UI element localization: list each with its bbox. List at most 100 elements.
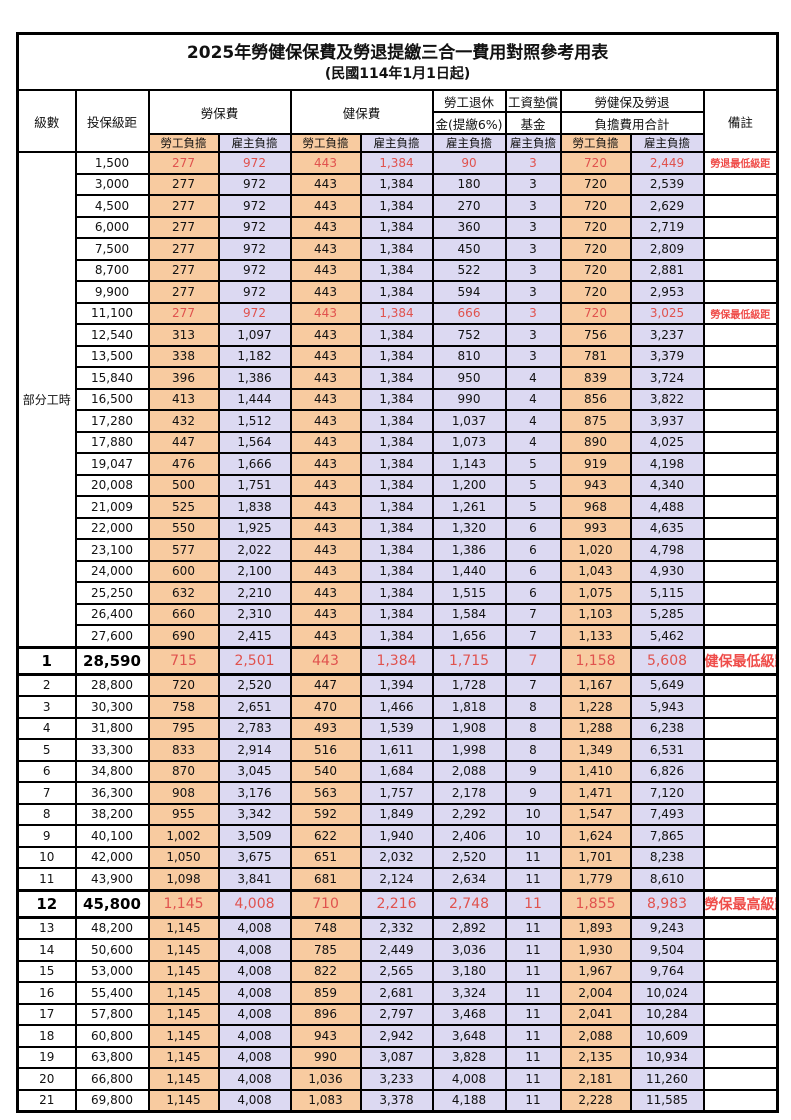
total-er-cell: 8,983 xyxy=(630,888,705,919)
remark-cell: 健保最低級距 xyxy=(702,645,779,676)
labor-er-cell: 2,501 xyxy=(218,645,292,676)
pension-er-cell: 1,037 xyxy=(431,409,507,433)
table-row: 15 53,000 1,145 4,008 822 2,565 3,180 11 1,967 9,… xyxy=(16,959,779,983)
labor-emp-cell: 277 xyxy=(147,151,220,175)
bracket-cell: 66,800 xyxy=(74,1067,150,1091)
fund-er-cell: 4 xyxy=(504,366,562,390)
health-er-cell: 1,384 xyxy=(360,172,434,196)
level-cell: 21 xyxy=(16,1088,77,1113)
labor-er-cell: 972 xyxy=(218,280,292,304)
health-emp-cell: 443 xyxy=(289,258,362,282)
table-row: 11,100 277 972 443 1,384 666 3 720 3,025 勞保最低級距 xyxy=(18,301,779,325)
health-emp-cell: 943 xyxy=(289,1024,362,1048)
labor-emp-cell: 600 xyxy=(147,559,220,583)
level-cell: 7 xyxy=(16,781,77,805)
health-er-cell: 1,384 xyxy=(360,538,434,562)
table-row: 22,000 550 1,925 443 1,384 1,320 6 993 4,635 xyxy=(18,516,779,540)
health-emp-cell: 443 xyxy=(289,602,362,626)
total-er-cell: 10,024 xyxy=(630,981,705,1005)
total-emp-cell: 720 xyxy=(559,172,632,196)
total-emp-cell: 1,547 xyxy=(559,802,632,826)
remark-cell xyxy=(702,366,779,390)
total-emp-cell: 875 xyxy=(559,409,632,433)
table-row: 7 36,300 908 3,176 563 1,757 2,178 9 1,471 7,120 xyxy=(16,781,779,805)
pension-er-cell: 990 xyxy=(431,387,507,411)
labor-emp-cell: 550 xyxy=(147,516,220,540)
remark-cell xyxy=(702,738,779,762)
health-emp-cell: 622 xyxy=(289,824,362,848)
health-er-cell: 1,384 xyxy=(360,280,434,304)
table-row: 27,600 690 2,415 443 1,384 1,656 7 1,133 5,462 xyxy=(18,624,779,648)
labor-er-cell: 1,097 xyxy=(218,323,292,347)
bracket-cell: 69,800 xyxy=(74,1088,150,1113)
labor-emp-cell: 1,145 xyxy=(147,916,220,940)
level-cell: 3 xyxy=(16,695,77,719)
table-row: 25,250 632 2,210 443 1,384 1,515 6 1,075 5,115 xyxy=(18,581,779,605)
health-emp-cell: 443 xyxy=(289,559,362,583)
health-er-cell: 1,466 xyxy=(360,695,434,719)
bracket-cell: 13,500 xyxy=(74,344,150,368)
bracket-cell: 28,590 xyxy=(74,645,150,676)
total-er-cell: 5,943 xyxy=(630,695,705,719)
remark-cell: 勞保最低級距 xyxy=(702,301,779,325)
table-row: 8,700 277 972 443 1,384 522 3 720 2,881 xyxy=(18,258,779,282)
table-row: 17,280 432 1,512 443 1,384 1,037 4 875 3,937 xyxy=(18,409,779,433)
remark-cell xyxy=(702,452,779,476)
table-row: 16,500 413 1,444 443 1,384 990 4 856 3,822 xyxy=(18,387,779,411)
total-emp-cell: 720 xyxy=(559,151,632,175)
pension-er-cell: 594 xyxy=(431,280,507,304)
pension-er-cell: 1,656 xyxy=(431,624,507,648)
labor-er-cell: 4,008 xyxy=(218,916,292,940)
remark-cell xyxy=(702,215,779,239)
total-er-cell: 6,826 xyxy=(630,759,705,783)
health-er-cell: 2,332 xyxy=(360,916,434,940)
labor-emp-cell: 1,145 xyxy=(147,1088,220,1113)
page-title: 2025年勞健保保費及勞退提繳三合一費用對照參考用表 xyxy=(186,42,609,63)
labor-emp-cell: 476 xyxy=(147,452,220,476)
total-er-cell: 9,764 xyxy=(630,959,705,983)
fund-er-cell: 11 xyxy=(504,959,562,983)
total-er-cell: 2,629 xyxy=(630,194,705,218)
fund-er-cell: 6 xyxy=(504,516,562,540)
bracket-cell: 43,900 xyxy=(74,867,150,891)
labor-er-cell: 972 xyxy=(218,301,292,325)
health-er-cell: 1,384 xyxy=(360,581,434,605)
total-er-cell: 7,493 xyxy=(630,802,705,826)
total-er-cell: 9,504 xyxy=(630,938,705,962)
table-row: 9 40,100 1,002 3,509 622 1,940 2,406 10 1,624 7,8… xyxy=(16,824,779,848)
labor-emp-cell: 432 xyxy=(147,409,220,433)
total-emp-cell: 2,228 xyxy=(559,1088,632,1113)
labor-er-cell: 2,100 xyxy=(218,559,292,583)
total-emp-cell: 1,893 xyxy=(559,916,632,940)
labor-emp-cell: 833 xyxy=(147,738,220,762)
health-emp-cell: 443 xyxy=(289,151,362,175)
health-er-cell: 2,032 xyxy=(360,845,434,869)
subheader-labor-employee: 勞工負擔 xyxy=(147,133,220,153)
total-er-cell: 4,930 xyxy=(630,559,705,583)
pension-er-cell: 950 xyxy=(431,366,507,390)
health-er-cell: 2,124 xyxy=(360,867,434,891)
total-emp-cell: 720 xyxy=(559,215,632,239)
health-emp-cell: 443 xyxy=(289,624,362,648)
health-er-cell: 1,384 xyxy=(360,258,434,282)
health-er-cell: 1,384 xyxy=(360,409,434,433)
fund-er-cell: 7 xyxy=(504,602,562,626)
health-er-cell: 3,378 xyxy=(360,1088,434,1113)
pension-er-cell: 2,892 xyxy=(431,916,507,940)
remark-cell xyxy=(702,538,779,562)
labor-er-cell: 972 xyxy=(218,194,292,218)
bracket-cell: 28,800 xyxy=(74,673,150,697)
total-er-cell: 2,449 xyxy=(630,151,705,175)
header-group-row2: 金(提繳6%) 基金 負擔費用合計 xyxy=(18,111,778,135)
health-er-cell: 1,394 xyxy=(360,673,434,697)
remark-cell xyxy=(702,959,779,983)
health-er-cell: 1,539 xyxy=(360,716,434,740)
fund-er-cell: 4 xyxy=(504,409,562,433)
total-emp-cell: 756 xyxy=(559,323,632,347)
labor-emp-cell: 1,145 xyxy=(147,1045,220,1069)
labor-emp-cell: 313 xyxy=(147,323,220,347)
total-er-cell: 5,115 xyxy=(630,581,705,605)
total-er-cell: 3,937 xyxy=(630,409,705,433)
level-cell: 4 xyxy=(16,716,77,740)
labor-er-cell: 4,008 xyxy=(218,888,292,919)
